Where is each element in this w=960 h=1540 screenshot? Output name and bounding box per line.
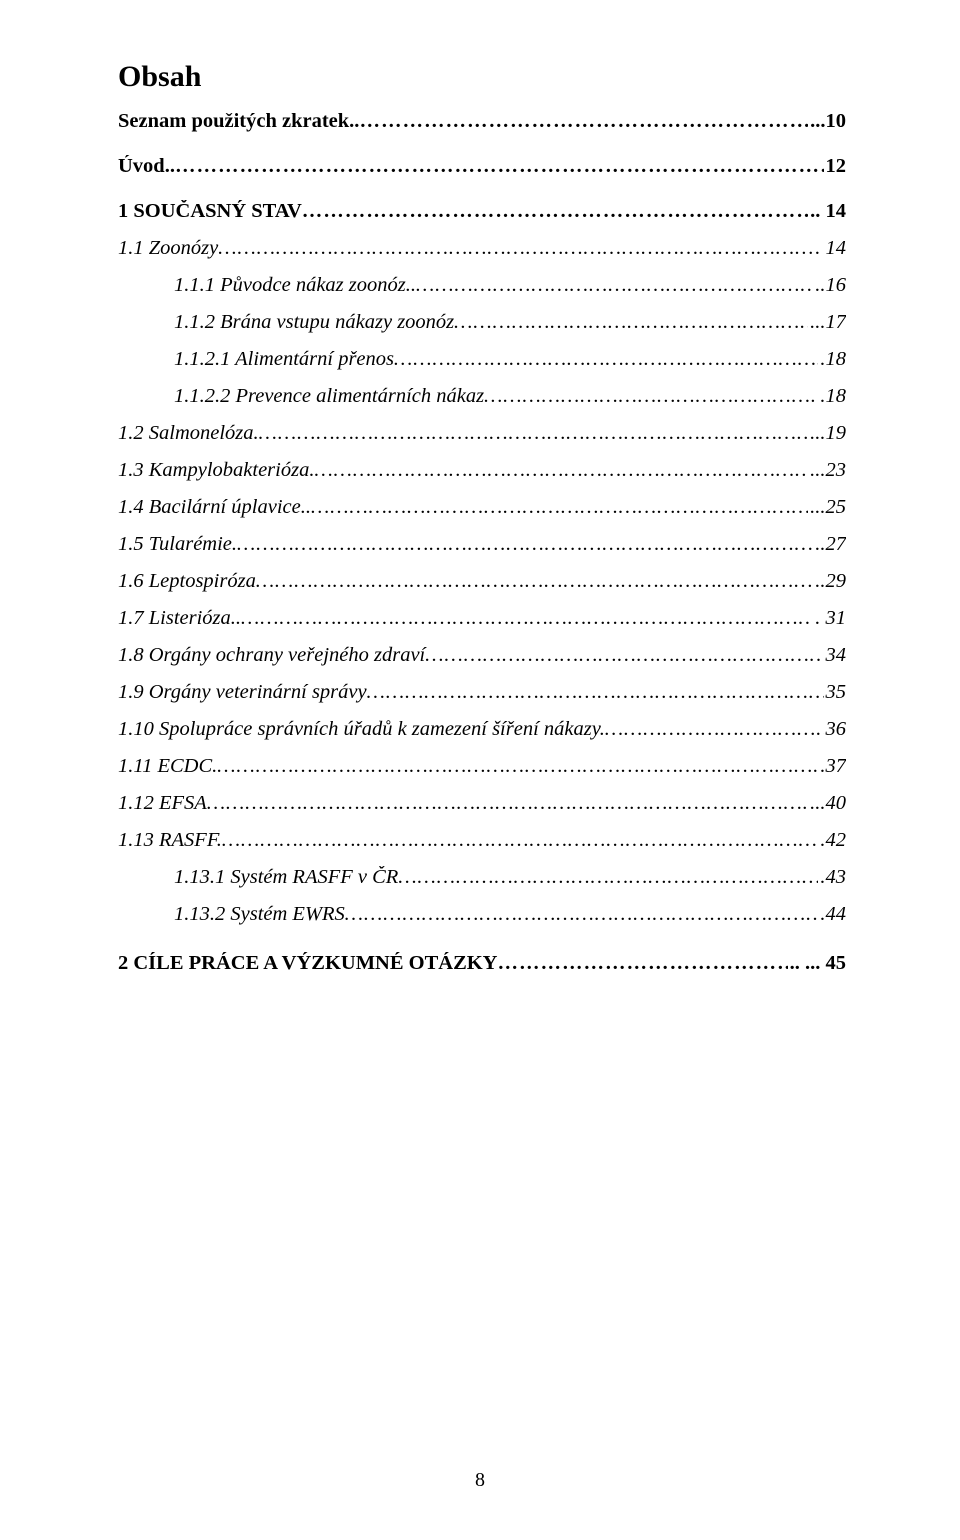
toc-label: 1.7 Listerióza.. [118,607,241,630]
toc-page: .44 [818,903,846,926]
leader-dots [259,422,808,445]
toc-page: 34 [824,644,847,667]
toc-entry: 1.1.2.1 Alimentární přenos .18 [174,348,846,371]
toc-entry: 1.4 Bacilární úplavice.. ...25 [118,496,846,519]
leader-dots [241,607,813,630]
leader-dots [345,903,819,926]
leader-dots [217,755,818,778]
page-number: 8 [0,1469,960,1492]
leader-dots [302,200,808,223]
leader-dots [398,866,818,889]
toc-label: 1.1.2.1 Alimentární přenos [174,348,394,371]
toc-label: 1.5 Tularémie. [118,533,237,556]
toc-label: 1.1.1 Původce nákaz zoonóz.. [174,274,416,297]
toc-page: ...10 [808,110,846,133]
toc-page: ...40 [808,792,846,815]
leader-dots [605,718,824,741]
toc-label: 1.3 Kampylobakterióza. [118,459,314,482]
toc-label: 1.2 Salmonelóza. [118,422,259,445]
page-title: Obsah [118,60,846,94]
toc-label: 1.13.1 Systém RASFF v ČR [174,866,398,889]
leader-dots [484,385,818,408]
toc-page: .18 [818,385,846,408]
leader-dots [175,155,824,178]
toc-entry: 2 CÍLE PRÁCE A VÝZKUMNÉ OTÁZKY .. ... 45 [118,952,846,975]
toc-page: 35 [824,681,847,704]
toc-entry: 1 SOUČASNÝ STAV .. 14 [118,200,846,223]
toc-page: ...19 [808,422,846,445]
toc-page: .. 14 [808,200,846,223]
toc-page: ..27 [813,533,846,556]
toc-page: .18 [818,348,846,371]
leader-dots [416,274,813,297]
leader-dots [454,311,808,334]
leader-dots [207,792,808,815]
toc-entry: 1.13.2 Systém EWRS .44 [174,903,846,926]
toc-entry: 1.11 ECDC. .37 [118,755,846,778]
leader-dots [218,237,813,260]
toc-page: ...23 [808,459,846,482]
toc-entry: 1.6 Leptospiróza ..29 [118,570,846,593]
toc-entry: 1.1.2 Brána vstupu nákazy zoonóz ...17 [174,311,846,334]
toc-label: 1.4 Bacilární úplavice.. [118,496,311,519]
toc-label: 1.1.2 Brána vstupu nákazy zoonóz [174,311,454,334]
toc-label: 1.13 RASFF. [118,829,222,852]
leader-dots [425,644,823,667]
toc-entry: 1.1.1 Původce nákaz zoonóz.. ..16 [174,274,846,297]
toc-label: 1.12 EFSA [118,792,207,815]
toc-label: 1 SOUČASNÝ STAV [118,200,302,223]
toc-entry: 1.12 EFSA ...40 [118,792,846,815]
toc-entry: 1.1.2.2 Prevence alimentárních nákaz .18 [174,385,846,408]
toc-entry: 1.13.1 Systém RASFF v ČR .43 [174,866,846,889]
toc-page: ...25 [808,496,846,519]
toc-entry: 1.5 Tularémie. ..27 [118,533,846,556]
toc-page: . 14 [813,237,846,260]
toc-page: .37 [818,755,846,778]
toc-entry: Seznam použitých zkratek.. ...10 [118,110,846,133]
leader-dots [367,681,824,704]
toc-label: 1.1.2.2 Prevence alimentárních nákaz [174,385,484,408]
leader-dots [237,533,813,556]
leader-dots [256,570,813,593]
toc-page: .. ... 45 [788,952,846,975]
leader-dots [314,459,808,482]
toc-page: . 31 [813,607,846,630]
toc-page: 36 [824,718,847,741]
toc-page: ..29 [813,570,846,593]
leader-dots [394,348,818,371]
toc-label: 1.13.2 Systém EWRS [174,903,345,926]
toc-entry: 1.8 Orgány ochrany veřejného zdraví 34 [118,644,846,667]
leader-dots [222,829,819,852]
toc-label: 1.9 Orgány veterinární správy [118,681,367,704]
leader-dots [311,496,808,519]
toc-label: 1.6 Leptospiróza [118,570,256,593]
toc-entry: 1.2 Salmonelóza. ...19 [118,422,846,445]
toc-label: 1.1 Zoonózy [118,237,218,260]
toc-page: ..16 [813,274,846,297]
toc-entry: 1.10 Spolupráce správních úřadů k zameze… [118,718,846,741]
toc-label: 1.10 Spolupráce správních úřadů k zameze… [118,718,605,741]
toc-page: .42 [818,829,846,852]
toc-entry: Úvod.. 12 [118,155,846,178]
toc-page: .43 [818,866,846,889]
toc-label: Seznam použitých zkratek.. [118,110,359,133]
leader-dots [359,110,808,133]
toc-page: ...17 [808,311,846,334]
document-page: Obsah Seznam použitých zkratek.. ...10 Ú… [0,0,960,1540]
toc-label: Úvod.. [118,155,175,178]
toc-entry: 1.3 Kampylobakterióza. ...23 [118,459,846,482]
toc-entry: 1.7 Listerióza.. . 31 [118,607,846,630]
toc-page: 12 [824,155,847,178]
toc-entry: 1.9 Orgány veterinární správy 35 [118,681,846,704]
toc-entry: 1.1 Zoonózy . 14 [118,237,846,260]
toc-entry: 1.13 RASFF. .42 [118,829,846,852]
toc-label: 2 CÍLE PRÁCE A VÝZKUMNÉ OTÁZKY [118,952,498,975]
toc-label: 1.8 Orgány ochrany veřejného zdraví [118,644,425,667]
leader-dots [498,952,788,975]
toc-label: 1.11 ECDC. [118,755,217,778]
